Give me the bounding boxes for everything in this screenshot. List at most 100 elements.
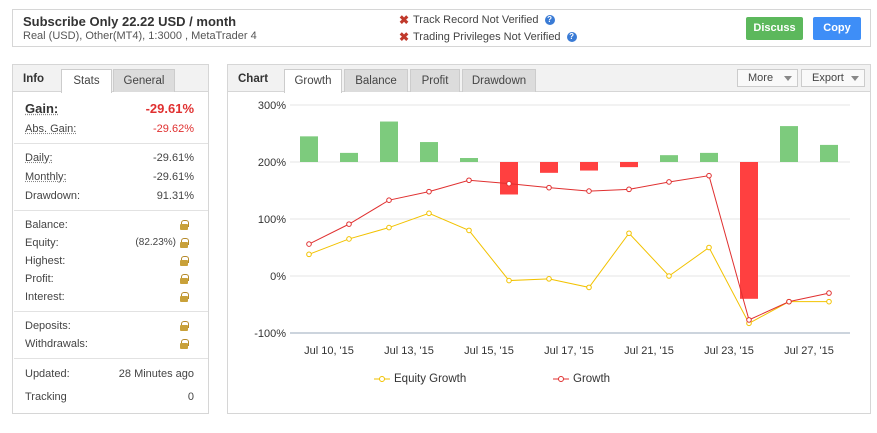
tracking-value: 0: [187, 391, 194, 403]
account-subtitle: Real (USD), Other(MT4), 1:3000 , MetaTra…: [23, 30, 257, 42]
equity-growth-point: [586, 284, 592, 291]
deposits-row: Deposits:: [13, 318, 208, 336]
legend-growth-swatch: [553, 376, 569, 382]
tab-profit[interactable]: Profit: [410, 69, 460, 92]
x-tick-label: Jul 10, '15: [304, 345, 354, 357]
equity-growth-point: [706, 244, 712, 251]
y-tick-label: 100%: [258, 214, 286, 226]
tracking-row: Tracking 0: [13, 389, 208, 407]
growth-point: [826, 290, 832, 296]
chart-bar: [660, 155, 678, 162]
lock-icon: [180, 256, 189, 266]
track-record-label: Track Record Not Verified: [413, 14, 539, 26]
lock-icon: [180, 238, 189, 248]
growth-point: [786, 298, 792, 305]
chart-bar: [700, 152, 718, 162]
interest-row: Interest:: [13, 289, 208, 307]
gain-value: -29.61%: [145, 101, 194, 116]
profit-label: Profit:: [25, 273, 54, 285]
chart-bar: [580, 162, 598, 171]
y-tick-label: 200%: [258, 157, 286, 169]
export-dropdown[interactable]: Export: [801, 69, 865, 87]
legend-growth[interactable]: Growth: [553, 373, 610, 385]
chart-bar: [340, 152, 358, 162]
tab-growth[interactable]: Growth: [284, 69, 342, 93]
balance-row: Balance:: [13, 217, 208, 235]
tab-drawdown[interactable]: Drawdown: [462, 69, 536, 92]
help-icon[interactable]: ?: [544, 15, 555, 25]
legend-equity-growth[interactable]: Equity Growth: [374, 373, 466, 385]
deposits-label: Deposits:: [25, 320, 71, 332]
abs-gain-value: -29.62%: [153, 123, 194, 135]
x-tick-label: Jul 23, '15: [704, 345, 754, 357]
equity-growth-point: [426, 210, 432, 217]
equity-growth-point: [306, 251, 312, 258]
tab-balance[interactable]: Balance: [344, 69, 408, 92]
equity-growth-point: [546, 276, 552, 282]
monthly-row: Monthly: -29.61%: [13, 169, 208, 187]
interest-label: Interest:: [25, 291, 65, 303]
daily-value: -29.61%: [153, 152, 194, 164]
y-tick-label: 300%: [258, 100, 286, 112]
abs-gain-row: Abs. Gain: -29.62%: [13, 121, 208, 139]
profit-row: Profit:: [13, 271, 208, 289]
growth-point: [586, 188, 592, 194]
drawdown-row: Drawdown: 91.31%: [13, 188, 208, 206]
growth-point: [666, 179, 672, 185]
discuss-button[interactable]: Discuss: [746, 17, 803, 40]
tab-stats[interactable]: Stats: [61, 69, 112, 93]
equity-growth-point: [346, 236, 352, 242]
y-tick-label: 0%: [270, 271, 286, 283]
help-icon[interactable]: ?: [566, 32, 577, 42]
growth-point: [466, 177, 472, 184]
divider: [14, 358, 208, 359]
chart-bar: [460, 158, 478, 162]
growth-point: [386, 197, 392, 203]
chart-bar: [540, 162, 558, 173]
equity-growth-point: [626, 230, 632, 237]
info-panel-header: Info Stats General: [13, 65, 208, 93]
trading-privileges-label: Trading Privileges Not Verified: [413, 31, 561, 43]
chart-bar: [500, 162, 518, 195]
growth-point: [546, 184, 552, 191]
x-tick-label: Jul 27, '15: [784, 345, 834, 357]
highest-label: Highest:: [25, 255, 66, 267]
track-record-status: ✖ Track Record Not Verified ?: [399, 13, 555, 27]
chart-bar: [780, 126, 798, 162]
growth-point: [426, 188, 432, 195]
export-label: Export: [812, 72, 844, 84]
x-tick-label: Jul 13, '15: [384, 345, 434, 357]
copy-button[interactable]: Copy: [813, 17, 861, 40]
chart-panel-header: Chart Growth Balance Profit Drawdown Mor…: [228, 65, 870, 93]
legend-growth-label: Growth: [573, 373, 611, 385]
highest-row: Highest:: [13, 253, 208, 271]
monthly-label: Monthly:: [25, 171, 67, 183]
chart-title: Chart: [238, 73, 269, 85]
legend-equity-swatch: [374, 376, 390, 382]
daily-row: Daily: -29.61%: [13, 150, 208, 168]
equity-label: Equity:: [25, 237, 59, 249]
more-dropdown[interactable]: More: [737, 69, 798, 87]
chevron-down-icon: [851, 76, 859, 81]
equity-growth-point: [386, 224, 392, 231]
page-title: Subscribe Only 22.22 USD / month: [23, 14, 237, 29]
tab-general[interactable]: General: [113, 69, 175, 92]
drawdown-label: Drawdown:: [25, 190, 81, 202]
updated-row: Updated: 28 Minutes ago: [13, 366, 208, 384]
equity-row: Equity: (82.23%): [13, 235, 208, 253]
equity-growth-point: [466, 227, 472, 234]
x-tick-label: Jul 15, '15: [464, 345, 514, 357]
growth-point: [626, 186, 632, 193]
y-tick-label: -100%: [254, 328, 286, 340]
withdrawals-row: Withdrawals:: [13, 336, 208, 354]
lock-icon: [180, 321, 189, 331]
lock-icon: [180, 292, 189, 302]
legend-equity-label: Equity Growth: [394, 373, 467, 385]
x-tick-label: Jul 17, '15: [544, 345, 594, 357]
growth-chart: 300% 200% 100% 0% -100% Jul 10, '15 Jul 13, '1…: [254, 100, 850, 357]
updated-value: 28 Minutes ago: [118, 368, 194, 380]
drawdown-value: 91.31%: [156, 190, 194, 202]
gain-row: Gain: -29.61%: [13, 101, 208, 119]
cross-icon: ✖: [399, 13, 410, 27]
divider: [14, 210, 208, 211]
